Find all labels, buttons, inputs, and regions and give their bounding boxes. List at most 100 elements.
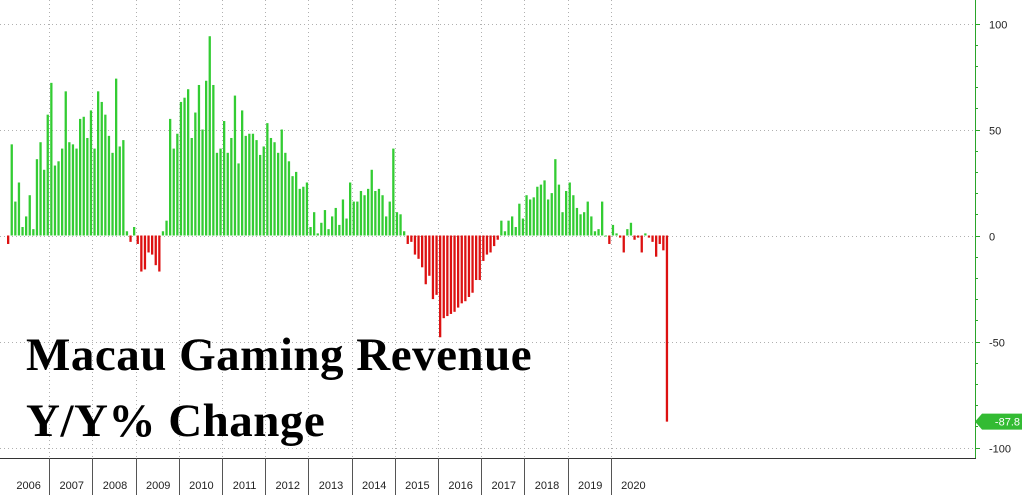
- x-tick-label: 2016: [448, 480, 472, 492]
- bar: [32, 229, 35, 236]
- bar: [554, 159, 557, 236]
- bar: [381, 195, 384, 236]
- bar: [291, 176, 294, 236]
- bar: [568, 182, 571, 236]
- bar: [345, 218, 348, 236]
- bar: [266, 123, 269, 236]
- bar: [421, 235, 424, 268]
- bar: [406, 235, 409, 244]
- x-tick-label: 2010: [189, 480, 213, 492]
- bar: [619, 235, 622, 238]
- bar: [640, 235, 643, 253]
- bar: [647, 235, 651, 238]
- bar: [100, 101, 103, 236]
- bar: [313, 212, 316, 236]
- bar: [215, 152, 219, 236]
- bar: [435, 235, 438, 295]
- x-tick-label: 2019: [578, 480, 602, 492]
- bar: [277, 152, 280, 236]
- bar: [511, 216, 514, 236]
- grid-lines: [0, 0, 975, 458]
- y-tick-label: -50: [989, 338, 1005, 350]
- bar: [295, 171, 298, 236]
- bar: [97, 91, 100, 236]
- x-tick-label: 2013: [319, 480, 343, 492]
- bar: [226, 152, 229, 236]
- x-tick-label: 2006: [16, 480, 40, 492]
- x-tick-label: 2015: [405, 480, 429, 492]
- bar: [478, 235, 481, 281]
- bar: [565, 190, 568, 236]
- bar: [201, 129, 204, 236]
- bar: [125, 231, 129, 236]
- bar: [57, 161, 60, 236]
- bar: [507, 220, 510, 236]
- bar: [237, 163, 240, 236]
- bar: [280, 129, 283, 236]
- bar: [367, 188, 370, 236]
- chart-title-line-2: Y/Y% Change: [26, 395, 326, 447]
- bar: [316, 233, 319, 236]
- bar: [385, 216, 388, 236]
- bar: [547, 199, 550, 236]
- bar: [561, 212, 564, 236]
- bar: [579, 214, 582, 236]
- bar: [622, 235, 625, 253]
- bar: [597, 229, 600, 236]
- bar: [233, 95, 237, 236]
- bar: [604, 235, 607, 237]
- bar: [122, 140, 125, 236]
- bar: [583, 212, 586, 236]
- bar: [133, 227, 136, 236]
- bar: [205, 80, 208, 236]
- bar: [53, 165, 57, 236]
- bar: [395, 212, 399, 236]
- bar: [118, 146, 121, 236]
- bar: [529, 199, 532, 236]
- bar: [601, 201, 604, 236]
- bar: [374, 190, 377, 236]
- bar: [349, 182, 352, 236]
- bar: [608, 235, 611, 244]
- bar: [165, 220, 168, 236]
- bar: [93, 148, 96, 236]
- bar: [637, 235, 640, 238]
- bar: [39, 142, 42, 236]
- bar: [439, 235, 442, 338]
- bar: [197, 84, 201, 236]
- bar: [107, 135, 111, 236]
- bar: [255, 140, 258, 236]
- bar: [331, 216, 334, 236]
- bar: [244, 135, 247, 236]
- bar: [503, 231, 507, 236]
- bar: [475, 235, 478, 281]
- bar: [557, 184, 561, 236]
- chart-title-line-1: Macau Gaming Revenue: [26, 329, 533, 381]
- bar: [154, 235, 157, 266]
- bar: [665, 235, 669, 422]
- bar: [662, 235, 665, 251]
- bar: [10, 144, 13, 236]
- bar: [21, 227, 24, 236]
- bar: [147, 235, 150, 253]
- bar: [82, 116, 85, 236]
- bar: [25, 216, 28, 236]
- x-tick-label: 2012: [276, 480, 300, 492]
- bar: [7, 235, 10, 244]
- bar: [104, 114, 107, 236]
- bar: [615, 233, 618, 236]
- bar: [269, 137, 273, 236]
- x-tick-label: 2018: [535, 480, 559, 492]
- bar: [464, 235, 467, 302]
- bar: [359, 190, 363, 236]
- bar: [273, 142, 276, 236]
- bar: [61, 148, 64, 236]
- bar: [143, 235, 147, 270]
- last-value-tag: [975, 413, 1022, 430]
- bar: [183, 97, 186, 236]
- bar: [169, 118, 172, 236]
- bar: [399, 214, 402, 236]
- bar: [187, 89, 190, 236]
- bar: [176, 133, 179, 236]
- bar: [50, 82, 53, 236]
